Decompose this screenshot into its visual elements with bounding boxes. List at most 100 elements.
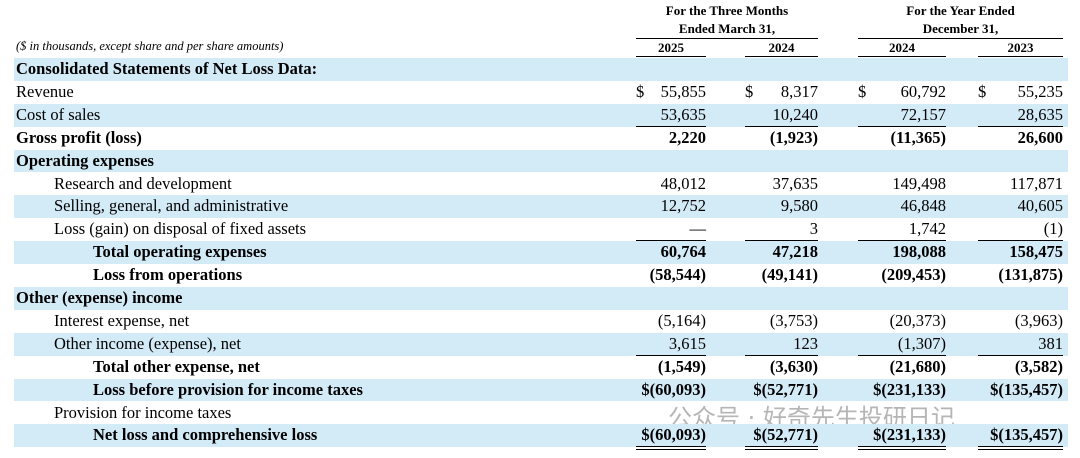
value-cell: 149,498 [892, 173, 946, 193]
year-header: 2023 [1007, 40, 1034, 55]
currency-symbol: $ [745, 81, 754, 101]
underline [858, 449, 946, 451]
value-cell: (11,365) [890, 127, 946, 147]
underline [978, 449, 1063, 451]
column-group-header: December 31, [922, 21, 999, 36]
underline [636, 240, 706, 242]
row-label: Total operating expenses [93, 242, 267, 262]
value-cell: 53,635 [660, 104, 706, 124]
value-cell: 26,600 [1017, 127, 1063, 147]
value-cell: $(135,457) [990, 425, 1063, 445]
value-cell: (20,373) [889, 310, 946, 330]
currency-symbol: $ [636, 81, 645, 101]
row-shade [14, 58, 1068, 81]
value-cell: (1,923) [769, 127, 818, 147]
row-shade [14, 287, 1068, 310]
value-cell: (1,307) [897, 333, 946, 353]
year-rule [745, 56, 818, 57]
column-group-header: For the Year Ended [906, 3, 1015, 18]
value-cell: 8,317 [780, 81, 818, 101]
value-cell: 10,240 [772, 104, 818, 124]
row-label: Consolidated Statements of Net Loss Data… [16, 59, 318, 78]
value-cell: 12,752 [660, 196, 706, 216]
underline [636, 449, 706, 451]
row-shade [14, 149, 1068, 173]
row-label: Selling, general, and administrative [54, 196, 289, 216]
value-cell: $(52,771) [753, 425, 818, 445]
value-cell: 117,871 [1009, 173, 1063, 193]
value-cell: 48,012 [660, 173, 706, 193]
year-rule [636, 56, 706, 57]
header-rule [636, 38, 818, 39]
value-cell: 60,792 [900, 81, 946, 101]
underline [978, 125, 1063, 127]
value-cell: 28,635 [1017, 104, 1063, 124]
row-label: Gross profit (loss) [16, 127, 142, 147]
value-cell: 1,742 [908, 219, 946, 239]
value-cell: $(60,093) [641, 425, 706, 445]
underline [978, 354, 1063, 356]
value-cell: 55,855 [660, 81, 706, 101]
value-cell: 9,580 [780, 196, 818, 216]
year-rule [978, 56, 1063, 57]
row-label: Total other expense, net [93, 356, 260, 376]
row-shade [14, 378, 1068, 402]
value-cell: $(135,457) [990, 379, 1063, 399]
column-group-header: Ended March 31, [678, 21, 776, 36]
row-label: Operating expenses [16, 150, 154, 170]
row-label: Cost of sales [16, 104, 101, 124]
value-cell: 47,218 [772, 242, 818, 262]
row-label: Research and development [54, 173, 232, 193]
value-cell: (1) [1043, 219, 1063, 239]
row-shade [14, 103, 1068, 127]
row-label: Loss from operations [93, 265, 243, 285]
column-group-header: For the Three Months [665, 3, 789, 18]
row-shade [14, 195, 1068, 219]
value-cell: $(231,133) [873, 379, 946, 399]
underline [636, 125, 706, 127]
row-label: Provision for income taxes [54, 402, 232, 422]
value-cell: (3,582) [1014, 356, 1063, 376]
underline [858, 240, 946, 242]
value-cell: (3,630) [769, 356, 818, 376]
underline [745, 125, 818, 127]
underline [745, 354, 818, 356]
header-rule [858, 38, 1063, 39]
row-label: Other income (expense), net [54, 333, 241, 353]
value-cell: 123 [793, 333, 818, 353]
underline [858, 354, 946, 356]
value-cell: 37,635 [772, 173, 818, 193]
value-cell: 158,475 [1009, 242, 1063, 262]
row-label: Loss before provision for income taxes [93, 379, 363, 399]
currency-symbol: $ [858, 81, 867, 101]
value-cell: 60,764 [660, 242, 706, 262]
value-cell: 72,157 [900, 104, 946, 124]
value-cell: 46,848 [900, 196, 946, 216]
value-cell: (1,549) [657, 356, 706, 376]
value-cell: (209,453) [881, 265, 946, 285]
year-header: 2024 [889, 40, 915, 55]
row-label: Revenue [16, 81, 74, 101]
row-label: Net loss and comprehensive loss [93, 425, 318, 445]
underline [745, 446, 818, 448]
value-cell: (5,164) [657, 310, 706, 330]
underline [858, 125, 946, 127]
underline [858, 446, 946, 448]
underline [745, 449, 818, 451]
row-label: Other (expense) income [16, 288, 183, 307]
value-cell: 2,220 [668, 127, 706, 147]
value-cell: $(231,133) [873, 425, 946, 445]
year-header: 2025 [658, 40, 684, 55]
row-shade [14, 332, 1068, 356]
value-cell: (58,544) [649, 265, 706, 285]
underline [978, 446, 1063, 448]
value-cell: 40,605 [1017, 196, 1063, 216]
value-cell: (21,680) [889, 356, 946, 376]
value-cell: (49,141) [761, 265, 818, 285]
row-shade [14, 241, 1068, 265]
value-cell: $(60,093) [641, 379, 706, 399]
underline [745, 240, 818, 242]
underline [978, 240, 1063, 242]
currency-symbol: $ [978, 81, 987, 101]
